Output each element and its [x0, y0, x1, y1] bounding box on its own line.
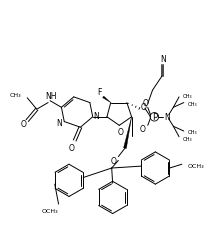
Text: O: O — [140, 124, 146, 133]
Text: N: N — [160, 55, 166, 64]
Text: CH₃: CH₃ — [10, 92, 22, 97]
Text: CH₃: CH₃ — [188, 130, 197, 135]
Text: OCH₃: OCH₃ — [188, 163, 204, 168]
Polygon shape — [124, 117, 132, 149]
Text: O: O — [117, 127, 123, 136]
Text: O: O — [141, 102, 147, 111]
Text: F: F — [97, 87, 102, 96]
Text: CH₃: CH₃ — [188, 101, 197, 106]
Text: CH₃: CH₃ — [183, 136, 192, 141]
Text: O: O — [111, 156, 117, 165]
Text: OCH₃: OCH₃ — [42, 208, 58, 213]
Text: O: O — [143, 99, 149, 108]
Text: N: N — [94, 112, 99, 121]
Text: O: O — [21, 119, 26, 128]
Text: NH: NH — [45, 92, 57, 101]
Text: CH₃: CH₃ — [183, 94, 192, 99]
Text: N: N — [164, 113, 170, 122]
Text: N: N — [57, 118, 62, 127]
Text: P: P — [152, 113, 157, 122]
Polygon shape — [103, 97, 111, 103]
Text: O: O — [69, 143, 75, 152]
